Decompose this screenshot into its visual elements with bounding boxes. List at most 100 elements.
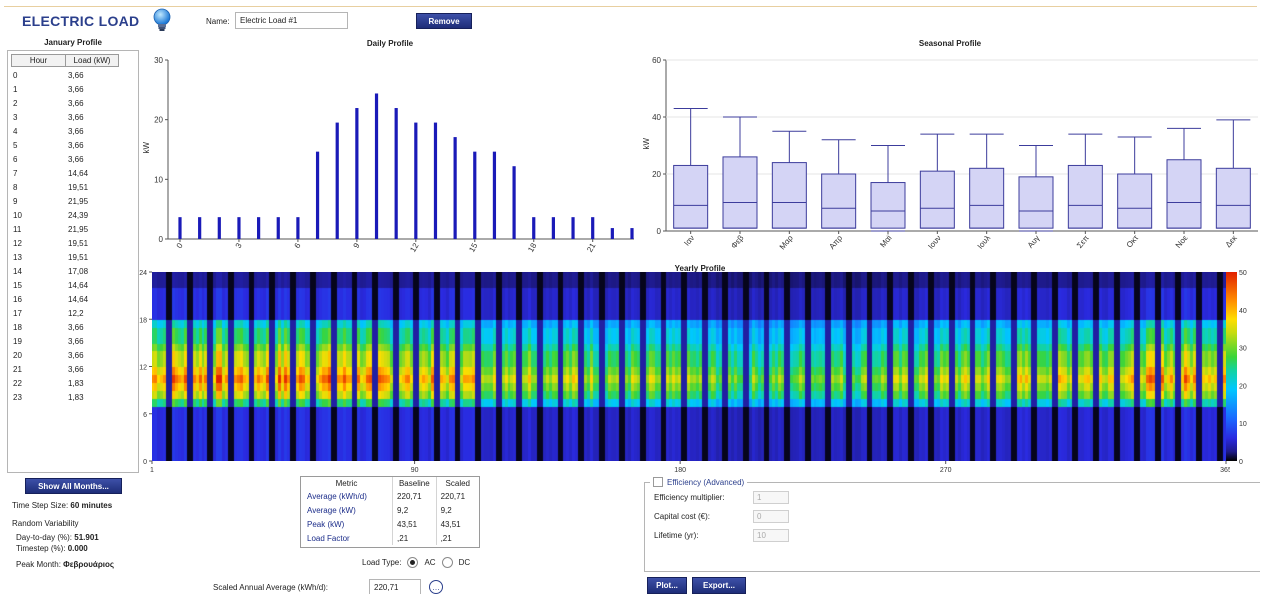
heatmap-colorbar [1226, 272, 1237, 461]
january-profile-table[interactable]: Hour Load (kW) 0 3,66 1 3,66 2 3,66 3 3,66 4 3,66… [7, 50, 139, 473]
load-cell: 3,66 [68, 98, 84, 108]
daily-x-tick-label: 3 [234, 241, 244, 250]
table-row[interactable]: 14 17,08 [13, 264, 123, 278]
hour-cell: 3 [13, 112, 18, 122]
table-row[interactable]: 12 19,51 [13, 236, 123, 250]
load-cell: 3,66 [68, 336, 84, 346]
load-type-ac-label[interactable]: AC [424, 558, 436, 567]
timestep-variability-value: 0.000 [67, 544, 88, 553]
efficiency-legend-label[interactable]: Efficiency (Advanced) [667, 477, 745, 487]
hour-cell: 22 [13, 378, 22, 388]
hour-cell: 11 [13, 224, 22, 234]
seasonal-x-tick-label: Απρ [827, 233, 844, 251]
daily-bar [571, 217, 575, 239]
table-row[interactable]: 15 14,64 [13, 278, 123, 292]
load-cell: 19,51 [68, 182, 89, 192]
daily-bar [335, 122, 339, 239]
seasonal-y-axis-label: kW [642, 138, 651, 150]
seasonal-profile-title: Seasonal Profile [918, 39, 982, 48]
seasonal-box [673, 107, 709, 229]
table-row[interactable]: 18 3,66 [13, 320, 123, 334]
seasonal-profile-chart: 0 20 40 60 kW Ιαν Φεβ Μαρ Απρ Μαϊ Ιουν Ιουλ Αυγ Σεπ Οκ… [642, 56, 1258, 251]
table-row[interactable]: 6 3,66 [13, 152, 123, 166]
table-row[interactable]: 11 21,95 [13, 222, 123, 236]
scaled-annual-average-input[interactable] [369, 579, 421, 594]
seasonal-x-tick-label: Δεκ [1224, 233, 1240, 249]
seasonal-box [919, 133, 955, 229]
hour-cell: 8 [13, 182, 18, 192]
load-cell: 3,66 [68, 350, 84, 360]
daily-x-tick-label: 9 [352, 241, 362, 250]
table-row[interactable]: 16 14,64 [13, 292, 123, 306]
daily-x-tick-label: 21 [585, 241, 598, 254]
seasonal-box [1018, 145, 1054, 232]
seasonal-x-tick-label: Νοε [1174, 233, 1190, 250]
seasonal-box [771, 130, 807, 229]
metrics-col-baseline: Baseline [392, 477, 437, 489]
colorbar-tick-label: 10 [1239, 421, 1247, 428]
table-row[interactable]: 9 21,95 [13, 194, 123, 208]
seasonal-x-tick-label: Αυγ [1026, 234, 1042, 250]
efficiency-checkbox[interactable] [653, 477, 663, 487]
daily-y-tick-label: 10 [154, 175, 163, 184]
seasonal-x-tick-label: Ιουν [926, 234, 943, 251]
load-type-dc-radio[interactable] [441, 557, 453, 568]
top-border [4, 6, 1257, 7]
table-row[interactable]: 19 3,66 [13, 334, 123, 348]
daily-y-tick-label: 30 [154, 56, 163, 65]
load-cell: 3,66 [68, 364, 84, 374]
table-row[interactable]: 0 3,66 [13, 68, 123, 82]
yearly-x-axis: 1 90 180 270 365 [150, 461, 1230, 474]
hour-cell: 16 [13, 294, 22, 304]
metric-name: Peak (kW) [301, 517, 394, 531]
seasonal-y-tick-label: 20 [652, 170, 661, 179]
plot-button[interactable]: Plot... [647, 577, 687, 594]
daily-x-tick-label: 15 [467, 241, 480, 254]
name-input[interactable] [235, 12, 348, 29]
metrics-col-scaled: Scaled [445, 479, 471, 488]
seasonal-box [821, 139, 857, 229]
daily-y-tick-label: 20 [154, 116, 163, 125]
load-cell: 24,39 [68, 210, 89, 220]
table-row[interactable]: 8 19,51 [13, 180, 123, 194]
table-row[interactable]: 17 12,2 [13, 306, 123, 320]
metric-scaled: 9,2 [440, 505, 452, 515]
seasonal-y-tick-label: 40 [652, 113, 661, 122]
table-row[interactable]: 2 3,66 [13, 96, 123, 110]
table-row[interactable]: 7 14,64 [13, 166, 123, 180]
column-header-load[interactable]: Load (kW) [66, 54, 119, 67]
load-cell: 12,2 [68, 308, 84, 318]
efficiency-legend: Efficiency (Advanced) [650, 477, 748, 487]
box-iqr [1067, 164, 1103, 229]
table-row[interactable]: 20 3,66 [13, 348, 123, 362]
box-iqr [919, 170, 955, 229]
scale-options-icon[interactable]: … [429, 580, 443, 594]
colorbar-tick-label: 20 [1239, 383, 1247, 390]
load-type-dc-label[interactable]: DC [458, 558, 471, 567]
hour-cell: 7 [13, 168, 18, 178]
daily-x-tick-label: 12 [408, 241, 421, 254]
table-row[interactable]: 10 24,39 [13, 208, 123, 222]
yearly-y-axis: 0 6 12 18 24 [139, 270, 152, 465]
timestep-size-value: 60 minutes [70, 501, 113, 510]
load-cell: 19,51 [68, 252, 89, 262]
hour-cell: 19 [13, 336, 22, 346]
load-type-ac-radio[interactable] [407, 557, 419, 568]
capital-cost-input[interactable] [753, 510, 789, 523]
table-row[interactable]: 4 3,66 [13, 124, 123, 138]
table-row[interactable]: 13 19,51 [13, 250, 123, 264]
efficiency-multiplier-input[interactable] [753, 491, 789, 504]
table-row[interactable]: 5 3,66 [13, 138, 123, 152]
table-row[interactable]: 22 1,83 [13, 376, 123, 390]
table-row[interactable]: 1 3,66 [13, 82, 123, 96]
column-header-hour[interactable]: Hour [11, 54, 66, 67]
lifetime-input[interactable] [753, 529, 789, 542]
show-all-months-button[interactable]: Show All Months... [25, 478, 122, 494]
table-row[interactable]: 21 3,66 [13, 362, 123, 376]
seasonal-box [870, 145, 906, 232]
daily-bar [473, 151, 477, 239]
remove-button[interactable]: Remove [416, 13, 472, 29]
table-row[interactable]: 3 3,66 [13, 110, 123, 124]
export-button[interactable]: Export... [692, 577, 746, 594]
table-row[interactable]: 23 1,83 [13, 390, 123, 404]
